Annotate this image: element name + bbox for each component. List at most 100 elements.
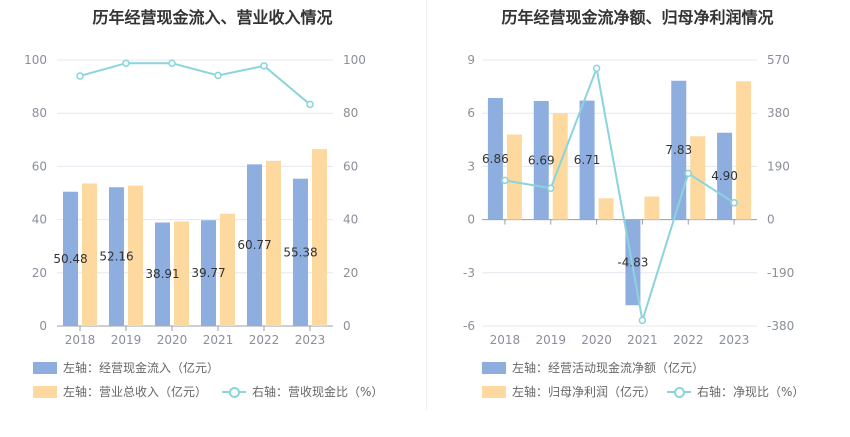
- x-axis-tick-label: 2023: [719, 333, 750, 347]
- data-label: 6.69: [528, 153, 555, 167]
- right-axis-tick-label: -190: [767, 266, 794, 280]
- ratio-point: [260, 62, 268, 70]
- data-label: 55.38: [283, 245, 317, 259]
- bar-cash-inflow: [293, 178, 308, 326]
- data-label: 6.86: [482, 152, 509, 166]
- data-label: 39.77: [191, 266, 225, 280]
- chart-plot: -6 -380 -3 -190 0 0 3 190 6 380 9 570 2018 6.86 2019 6.…: [463, 53, 794, 347]
- legend-item-bar2[interactable]: 左轴：归母净利润（亿元）: [482, 383, 656, 400]
- legend-item-line[interactable]: 右轴：净现比（%）: [667, 383, 804, 400]
- bar-cash-inflow: [201, 220, 216, 326]
- left-axis-tick-label: 3: [467, 159, 475, 173]
- right-axis-tick-label: 380: [767, 106, 790, 120]
- left-axis-tick-label: 0: [39, 319, 47, 333]
- bar-revenue: [82, 183, 97, 326]
- bar-net-profit: [644, 196, 660, 220]
- legend-label: 右轴：净现比（%）: [697, 385, 805, 399]
- left-axis-tick-label: 80: [32, 106, 47, 120]
- bar-revenue: [266, 160, 281, 326]
- bar-revenue: [128, 185, 143, 326]
- data-label: 7.83: [665, 143, 692, 157]
- x-axis-tick-label: 2021: [627, 333, 658, 347]
- right-axis-tick-label: 80: [343, 106, 358, 120]
- right-axis-tick-label: 40: [343, 213, 358, 227]
- bar-revenue: [312, 149, 327, 326]
- ratio-point: [306, 100, 314, 109]
- x-axis-tick-label: 2023: [295, 333, 326, 347]
- ratio-point: [76, 72, 84, 80]
- bar-net-profit: [598, 198, 614, 220]
- chart-panel-right: 历年经营现金流净额、归母净利润情况 -6 -380 -3 -190 0 0 3 190 6 380…: [425, 0, 850, 437]
- bar-cash-inflow: [63, 191, 78, 326]
- ratio-point: [168, 59, 176, 67]
- legend-label: 左轴：经营活动现金流净额（亿元）: [512, 361, 705, 375]
- left-axis-tick-label: 0: [467, 213, 475, 227]
- x-axis-tick-label: 2018: [490, 333, 521, 347]
- left-axis-tick-label: 100: [24, 53, 47, 67]
- bar-net-profit: [736, 81, 752, 220]
- ratio-point: [684, 169, 692, 178]
- bar-net-cash-flow: [671, 80, 687, 220]
- legend-item-bar1[interactable]: 左轴：经营现金流入（亿元）: [33, 359, 219, 376]
- x-axis-tick-label: 2019: [535, 333, 566, 347]
- legend-label: 左轴：归母净利润（亿元）: [512, 385, 657, 399]
- data-label: 6.71: [574, 153, 601, 167]
- left-axis-tick-label: 9: [467, 53, 475, 67]
- ratio-line: [504, 64, 735, 321]
- data-label: 4.90: [711, 169, 738, 183]
- x-axis-tick-label: 2018: [65, 333, 96, 347]
- bar-revenue: [174, 221, 189, 326]
- chart-panel-left: 历年经营现金流入、营业收入情况 0 0 20 20 40 40 60 60 80 80 100 100…: [24, 8, 383, 400]
- legend-item-bar2[interactable]: 左轴：营业总收入（亿元）: [33, 383, 207, 400]
- bar-revenue: [220, 213, 235, 326]
- x-axis-tick-label: 2020: [157, 333, 188, 347]
- bar-cash-inflow: [247, 164, 262, 326]
- left-axis-tick-label: 20: [32, 266, 47, 280]
- bar-net-cash-flow: [579, 100, 595, 220]
- right-axis-tick-label: 0: [343, 319, 351, 333]
- right-axis-tick-label: 190: [767, 159, 790, 173]
- ratio-point: [214, 71, 222, 80]
- right-axis-tick-label: -380: [767, 319, 794, 333]
- data-label: 50.48: [53, 252, 87, 266]
- left-axis-tick-label: 6: [467, 106, 475, 120]
- bar-net-cash-flow: [533, 100, 549, 220]
- ratio-point: [122, 59, 130, 67]
- legend-swatch-orange: [33, 385, 57, 398]
- ratio-point: [592, 64, 601, 73]
- left-axis-tick-label: 40: [32, 213, 47, 227]
- legend-swatch-blue: [33, 361, 57, 374]
- bar-net-profit: [690, 136, 706, 220]
- legend-label: 左轴：营业总收入（亿元）: [63, 385, 208, 399]
- panel-divider: [426, 0, 427, 410]
- ratio-point: [730, 199, 738, 207]
- legend-item-line[interactable]: 右轴：营收现金比（%）: [222, 383, 383, 400]
- bar-net-profit: [506, 134, 522, 220]
- legend-label: 左轴：经营现金流入（亿元）: [63, 361, 220, 375]
- chart-title: 历年经营现金流净额、归母净利润情况: [501, 8, 774, 27]
- bar-net-cash-flow: [487, 97, 503, 220]
- data-label: 52.16: [99, 250, 133, 264]
- x-axis-tick-label: 2020: [581, 333, 612, 347]
- x-axis-tick-label: 2019: [111, 333, 142, 347]
- ratio-line: [79, 62, 311, 106]
- chart-title: 历年经营现金流入、营业收入情况: [92, 8, 333, 27]
- bar-cash-inflow: [155, 222, 170, 326]
- legend-label: 右轴：营收现金比（%）: [252, 385, 384, 399]
- right-axis-tick-label: 0: [767, 213, 775, 227]
- data-label: 60.77: [237, 238, 271, 252]
- x-axis-tick-label: 2022: [673, 333, 704, 347]
- bar-net-profit: [552, 113, 568, 220]
- left-axis-tick-label: -6: [463, 319, 475, 333]
- ratio-point: [638, 316, 647, 325]
- legend-swatch-line: [222, 386, 246, 398]
- ratio-point: [501, 176, 509, 185]
- bar-net-cash-flow: [717, 132, 733, 220]
- left-axis-tick-label: -3: [463, 266, 475, 280]
- bar-cash-inflow: [109, 187, 124, 326]
- x-axis-tick-label: 2022: [249, 333, 280, 347]
- legend-item-bar1[interactable]: 左轴：经营活动现金流净额（亿元）: [482, 359, 704, 376]
- legend-swatch-blue: [482, 361, 506, 374]
- right-axis-tick-label: 20: [343, 266, 358, 280]
